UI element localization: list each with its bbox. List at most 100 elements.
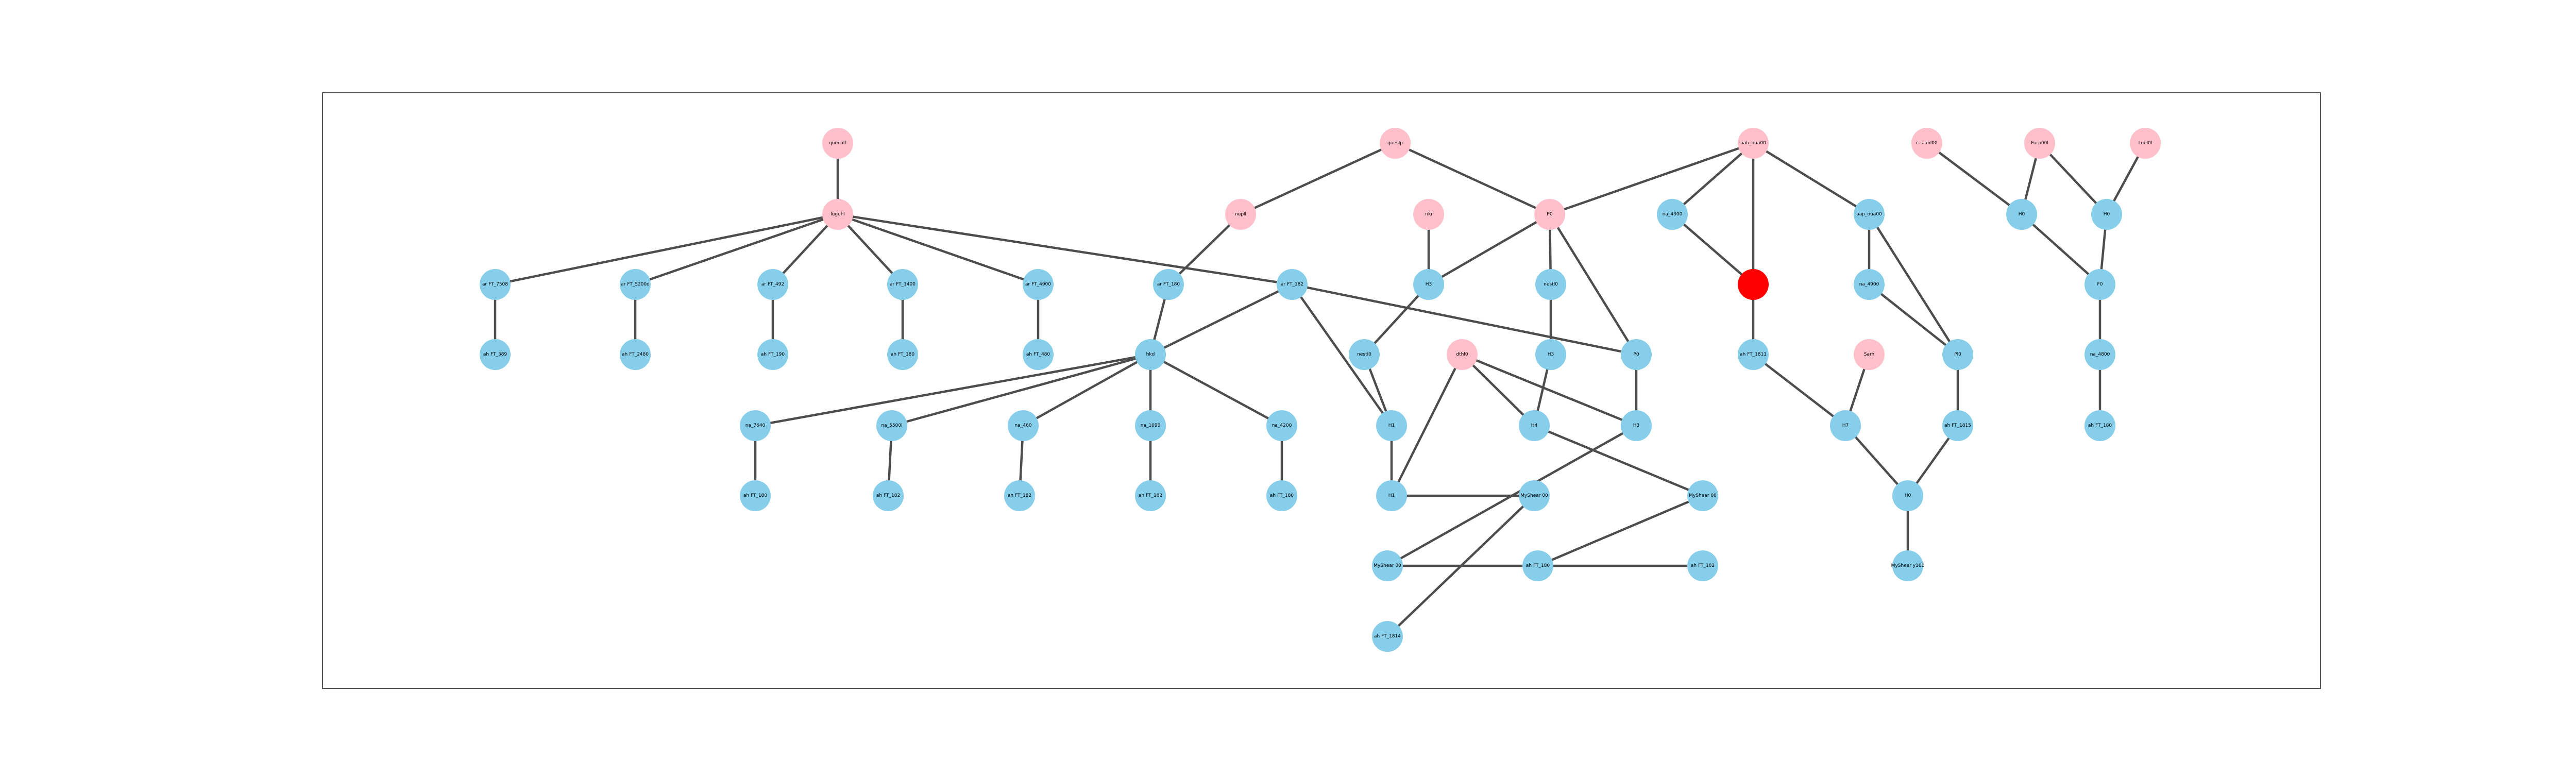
node-label: MyShear y100 xyxy=(1891,563,1925,568)
graph-node: MyShear y100 xyxy=(1891,550,1925,581)
edge-n27-n29 xyxy=(1395,142,1550,216)
graph-node: ar FT_1400 xyxy=(887,269,918,300)
node-circle xyxy=(2084,410,2115,441)
graph-node: c-s-unl00 xyxy=(1911,128,1942,159)
node-label: P0 xyxy=(1633,352,1639,357)
edge-n61-n63 xyxy=(2021,213,2101,285)
node-circle xyxy=(1135,339,1166,370)
edge-n41-n43 xyxy=(1537,494,1703,567)
graph-node: H1 xyxy=(1376,480,1407,511)
node-circle xyxy=(757,269,788,300)
node-label: ar FT_5200d xyxy=(621,282,650,287)
node-label: H0 xyxy=(2019,212,2025,217)
node-circle xyxy=(480,269,511,300)
node-circle xyxy=(740,410,771,441)
node-circle xyxy=(1621,410,1652,441)
node-circle xyxy=(1942,410,1973,441)
graph-node: ar FT_492 xyxy=(757,269,788,300)
node-label: H4 xyxy=(1531,423,1538,428)
edge-n2-n6 xyxy=(837,213,904,285)
node-circle xyxy=(1380,128,1411,159)
node-label: c-s-unl00 xyxy=(1916,141,1938,146)
edge-n16-n18 xyxy=(891,353,1151,427)
node-circle xyxy=(2024,128,2055,159)
graph-node: P0 xyxy=(1621,339,1652,370)
node-label: aah_hua00 xyxy=(1740,141,1766,146)
node-label: ah FT_190 xyxy=(761,352,785,357)
node-circle xyxy=(480,339,511,370)
node-circle xyxy=(1892,550,1923,581)
node-circle xyxy=(1372,621,1403,652)
graph-node: luguhl xyxy=(822,199,853,230)
node-label: na_460 xyxy=(1015,423,1032,428)
graph-node: ar FT_7508 xyxy=(480,269,511,300)
node-label: H1 xyxy=(1388,493,1395,498)
node-circle xyxy=(887,339,918,370)
node-circle xyxy=(1376,480,1407,511)
node-circle xyxy=(1266,480,1297,511)
node-label: Furp00l xyxy=(2031,141,2048,146)
node-label: nestl0 xyxy=(1357,352,1371,357)
node-circle xyxy=(822,128,853,159)
node-circle xyxy=(1535,269,1566,300)
graph-node: aap_oua00 xyxy=(1854,199,1885,230)
node-label: ar FT_1400 xyxy=(890,282,916,287)
node-label: ah FT_180 xyxy=(743,493,768,498)
node-label: nupll xyxy=(1235,212,1246,217)
node-circle xyxy=(1023,339,1054,370)
node-circle xyxy=(1522,550,1553,581)
graph-node: na_4200 xyxy=(1266,410,1297,441)
graph-node: quercitl xyxy=(822,128,853,159)
graph-node: ah FT_180 xyxy=(740,480,771,511)
graph-node: na_4300 xyxy=(1657,199,1688,230)
node-circle xyxy=(2130,128,2161,159)
node-circle xyxy=(1376,410,1407,441)
node-label: H3 xyxy=(1633,423,1640,428)
node-label: F0 xyxy=(2097,282,2103,287)
node-circle xyxy=(1519,410,1550,441)
node-circle xyxy=(1004,480,1035,511)
edge-n34-n39 xyxy=(1390,354,1464,497)
node-circle xyxy=(1854,339,1885,370)
node-circle xyxy=(1687,550,1718,581)
node-circle xyxy=(1153,269,1184,300)
edge-n2-n3 xyxy=(495,213,838,286)
graph-node: ah FT_180 xyxy=(1266,480,1297,511)
node-label: H7 xyxy=(1842,423,1849,428)
node-circle xyxy=(1447,339,1478,370)
graph-node: ar FT_182 xyxy=(1277,269,1308,300)
node-circle xyxy=(1277,269,1308,300)
node-circle xyxy=(757,339,788,370)
node-label: H0 xyxy=(2104,212,2110,217)
plot-frame xyxy=(322,92,2321,689)
node-circle xyxy=(1135,480,1166,511)
node-label: ah FT_182 xyxy=(1691,563,1715,568)
graph-node: ah FT_180 xyxy=(887,339,918,370)
graph-node: nki xyxy=(1413,199,1444,230)
node-circle xyxy=(1225,199,1256,230)
graph-node: ah FT_182 xyxy=(873,480,904,511)
graph-node: P0 xyxy=(1534,199,1565,230)
node-circle xyxy=(1657,199,1688,230)
edge-n29-n30 xyxy=(1428,213,1551,285)
node-label: ah FT_182 xyxy=(1139,493,1162,498)
node-circle xyxy=(1535,339,1566,370)
edge-n38-n42 xyxy=(1386,425,1637,567)
graph-node: nupll xyxy=(1225,199,1256,230)
node-label: ah FT_180 xyxy=(1270,493,1294,498)
graph-node: Sarh xyxy=(1854,339,1885,370)
node-circle xyxy=(1830,410,1861,441)
node-label: ar FT_7508 xyxy=(482,282,508,287)
node-label: queslp xyxy=(1387,141,1403,146)
graph-node: H4 xyxy=(1519,410,1550,441)
edge-n30-n33 xyxy=(1363,283,1430,356)
node-circle xyxy=(1372,550,1403,581)
node-label: H3 xyxy=(1426,282,1432,287)
edge-n34-n37 xyxy=(1461,354,1535,427)
graph-node: ah FT_190 xyxy=(757,339,788,370)
graph-node: ah FT_1811 xyxy=(1738,339,1769,370)
node-circle xyxy=(1738,269,1769,300)
graph-node: ah FT_182 xyxy=(1004,480,1035,511)
node-circle xyxy=(876,410,907,441)
